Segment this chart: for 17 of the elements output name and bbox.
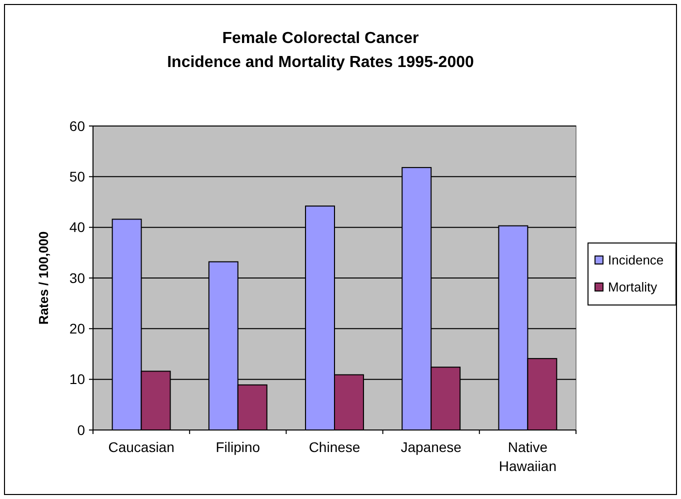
x-tick-label: Filipino bbox=[216, 439, 260, 455]
y-tick-label: 20 bbox=[69, 320, 86, 337]
y-axis-title: Rates / 100,000 bbox=[36, 231, 51, 325]
x-tick-label: Chinese bbox=[308, 439, 360, 455]
y-tick-label: 10 bbox=[69, 371, 86, 388]
y-tick-label: 60 bbox=[69, 118, 86, 134]
y-tick-label: 0 bbox=[77, 422, 86, 438]
x-tick-label: Native Hawaiian bbox=[498, 439, 556, 474]
x-tick-label: Japanese bbox=[400, 439, 462, 455]
chart-title: Female Colorectal Cancer bbox=[222, 30, 419, 47]
y-tick-label: 40 bbox=[69, 219, 86, 236]
legend-label: Incidence bbox=[608, 252, 664, 268]
y-tick-label: 30 bbox=[69, 270, 86, 286]
chart-subtitle: Incidence and Mortality Rates 1995-2000 bbox=[167, 54, 474, 71]
x-tick-label: Caucasian bbox=[108, 439, 174, 455]
y-tick-label: 50 bbox=[69, 168, 86, 185]
legend-label: Mortality bbox=[608, 280, 658, 295]
